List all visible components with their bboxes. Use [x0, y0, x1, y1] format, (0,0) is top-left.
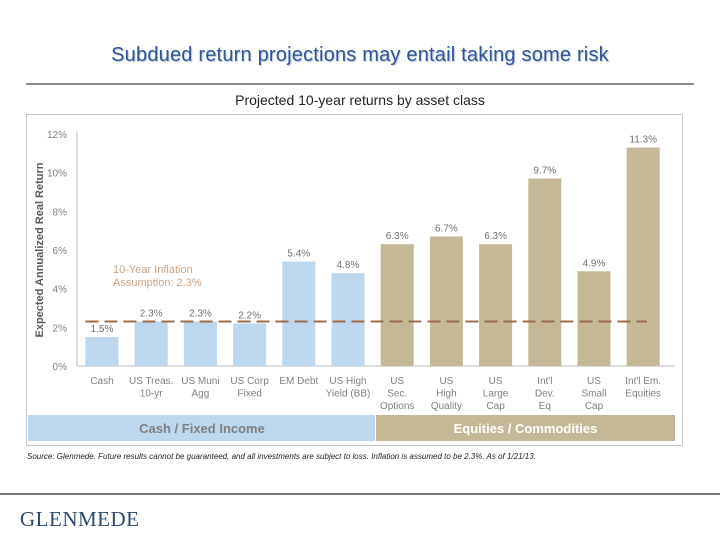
group-band-fixed-income: [28, 415, 375, 441]
x-tick-label: Agg: [192, 389, 210, 400]
x-tick-label: 10-yr: [140, 389, 163, 400]
x-tick-label: US: [489, 376, 503, 387]
data-label: 6.7%: [435, 223, 458, 234]
y-tick-label: 12%: [47, 130, 67, 141]
x-tick-label: US Muni: [181, 376, 219, 387]
inflation-label: Assumption: 2.3%: [113, 277, 202, 289]
data-label: 2.3%: [189, 309, 212, 320]
chart-title: Projected 10-year returns by asset class: [235, 92, 485, 108]
x-tick-label: Int'l Em.: [625, 376, 661, 387]
bar: [331, 273, 365, 366]
x-tick-label: Sec.: [387, 389, 407, 400]
bar: [183, 321, 217, 366]
group-label-equities: Equities / Commodities: [454, 421, 598, 436]
data-label: 2.2%: [238, 310, 261, 321]
glenmede-logo: GLENMEDE: [20, 507, 140, 531]
x-tick-label: Cap: [486, 401, 505, 412]
y-axis-label: Expected Annualized Real Return: [34, 162, 46, 337]
x-tick-label: Dev.: [535, 389, 555, 400]
x-tick-label: Quality: [431, 401, 462, 412]
data-label: 6.3%: [386, 231, 409, 242]
y-tick-label: 8%: [53, 207, 68, 218]
bar: [479, 244, 513, 366]
bar: [528, 178, 562, 366]
x-tick-label: US Corp: [230, 376, 269, 387]
x-tick-label: Eq: [539, 401, 551, 412]
bar-chart: 0% 2% 4% 6% 8% 10% 12% Expected Annualized Real…: [28, 130, 675, 441]
data-label: 4.9%: [583, 258, 606, 269]
data-label: 5.4%: [287, 249, 310, 260]
bar: [577, 271, 611, 366]
footer-divider: [0, 493, 720, 495]
x-tick-label: Int'l: [537, 376, 552, 387]
x-tick-label: Cap: [585, 401, 604, 412]
y-tick-label: 0%: [53, 362, 68, 373]
slide-title: Subdued return projections may entail ta…: [111, 44, 609, 66]
y-tick-label: 10%: [47, 169, 67, 180]
y-tick-label: 2%: [53, 323, 68, 334]
x-tick-label: US Treas.: [129, 376, 173, 387]
x-tick-label: Small: [581, 389, 606, 400]
bar: [134, 321, 168, 366]
x-tick-label: Options: [380, 401, 414, 412]
chart-frame: 0% 2% 4% 6% 8% 10% 12% Expected Annualized Real…: [26, 114, 683, 446]
x-tick-label: Equities: [625, 389, 661, 400]
data-label: 9.7%: [533, 165, 556, 176]
bar: [85, 337, 119, 366]
data-label: 2.3%: [140, 309, 163, 320]
data-label: 4.8%: [337, 260, 360, 271]
group-label-fixed-income: Cash / Fixed Income: [139, 421, 265, 436]
x-tick-label: High: [436, 389, 457, 400]
bar: [282, 261, 316, 366]
data-label: 6.3%: [484, 231, 507, 242]
x-tick-label: Yield (BB): [326, 389, 371, 400]
x-tick-label: US High: [329, 376, 366, 387]
data-label: 1.5%: [91, 324, 114, 335]
y-tick-label: 6%: [53, 246, 68, 257]
bar: [380, 244, 414, 366]
data-label: 11.3%: [629, 135, 657, 146]
bar: [626, 147, 660, 366]
group-band-equities: [376, 415, 675, 441]
y-tick-label: 4%: [53, 285, 68, 296]
inflation-label: 10-Year Inflation: [113, 264, 193, 276]
title-divider: [26, 83, 694, 85]
x-tick-label: US: [390, 376, 404, 387]
x-tick-label: EM Debt: [279, 376, 318, 387]
x-tick-label: US: [439, 376, 453, 387]
x-tick-label: Fixed: [237, 389, 261, 400]
bar: [429, 236, 463, 366]
x-tick-label: US: [587, 376, 601, 387]
x-tick-label: Large: [483, 389, 509, 400]
x-tick-label: Cash: [90, 376, 113, 387]
source-note: Source: Glenmede. Future results cannot …: [27, 452, 536, 461]
bar: [233, 323, 267, 366]
